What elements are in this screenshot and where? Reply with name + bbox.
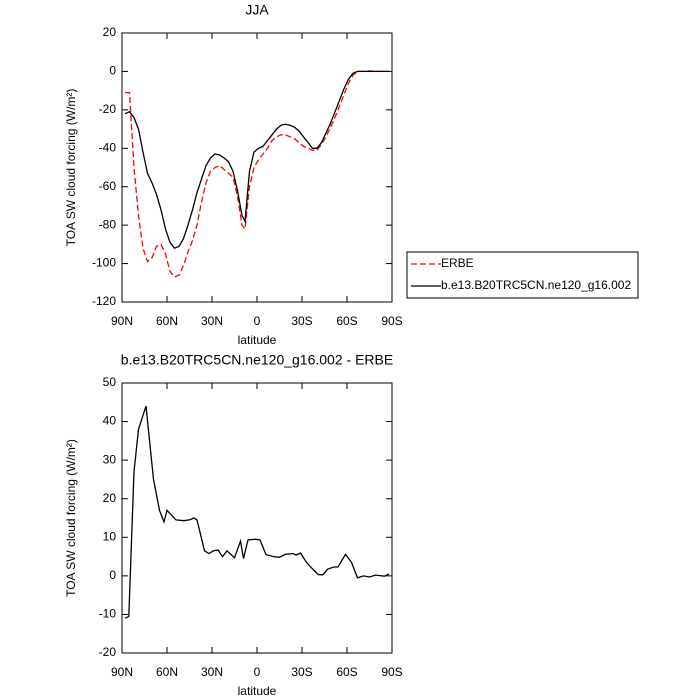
y-tick-label: -40	[99, 140, 117, 154]
series-line	[124, 405, 390, 619]
x-tick-label: 60S	[336, 314, 357, 328]
x-tick-label: 60S	[336, 665, 357, 679]
y-tick-label: 0	[109, 64, 116, 78]
x-tick-label: 30N	[201, 665, 223, 679]
series-line	[125, 70, 389, 278]
chart-title: JJA	[245, 2, 269, 18]
x-axis-label: latitude	[238, 684, 277, 698]
legend-box	[406, 251, 639, 299]
y-tick-label: -20	[99, 102, 117, 116]
y-tick-label: 10	[103, 529, 117, 543]
y-tick-label: 50	[103, 375, 117, 389]
x-tick-label: 90N	[111, 665, 133, 679]
x-tick-label: 90N	[111, 314, 133, 328]
x-tick-label: 30N	[201, 314, 223, 328]
y-tick-label: 20	[103, 491, 117, 505]
x-tick-label: 0	[254, 314, 261, 328]
y-tick-label: 0	[109, 568, 116, 582]
y-tick-label: 40	[103, 414, 117, 428]
legend: ERBE b.e13.B20TRC5CN.ne120_g16.002	[406, 251, 639, 299]
legend-label: b.e13.B20TRC5CN.ne120_g16.002	[441, 278, 631, 292]
series-line	[124, 70, 389, 249]
legend-label: ERBE	[441, 256, 474, 270]
x-tick-label: 30S	[291, 314, 312, 328]
x-tick-label: 60N	[156, 314, 178, 328]
y-tick-label: 20	[103, 25, 117, 39]
y-tick-label: 30	[103, 452, 117, 466]
y-axis-label: TOA SW cloud forcing (W/m²)	[64, 89, 78, 247]
y-tick-label: -80	[99, 217, 117, 231]
y-tick-label: -100	[92, 256, 116, 270]
y-tick-label: -60	[99, 179, 117, 193]
x-tick-label: 60N	[156, 665, 178, 679]
y-tick-label: -120	[92, 294, 116, 308]
x-tick-label: 90S	[381, 314, 402, 328]
x-axis-label: latitude	[238, 333, 277, 347]
x-tick-label: 90S	[381, 665, 402, 679]
y-tick-label: -10	[99, 607, 117, 621]
chart-title: b.e13.B20TRC5CN.ne120_g16.002 - ERBE	[121, 352, 393, 368]
y-axis-label: TOA SW cloud forcing (W/m²)	[64, 439, 78, 597]
x-tick-label: 30S	[291, 665, 312, 679]
x-tick-label: 0	[254, 665, 261, 679]
plot-frame	[121, 32, 393, 303]
y-tick-label: -20	[99, 645, 117, 659]
